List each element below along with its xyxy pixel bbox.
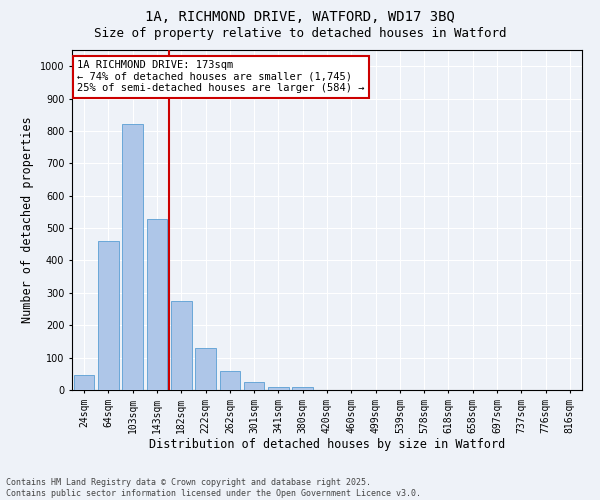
Text: Contains HM Land Registry data © Crown copyright and database right 2025.
Contai: Contains HM Land Registry data © Crown c… [6, 478, 421, 498]
Bar [244, 382, 265, 390]
Bar [268, 387, 289, 390]
Bar [122, 124, 143, 390]
Bar [195, 348, 216, 390]
Bar [171, 301, 191, 390]
Text: Size of property relative to detached houses in Watford: Size of property relative to detached ho… [94, 28, 506, 40]
Text: 1A, RICHMOND DRIVE, WATFORD, WD17 3BQ: 1A, RICHMOND DRIVE, WATFORD, WD17 3BQ [145, 10, 455, 24]
Text: 1A RICHMOND DRIVE: 173sqm
← 74% of detached houses are smaller (1,745)
25% of se: 1A RICHMOND DRIVE: 173sqm ← 74% of detac… [77, 60, 365, 94]
Bar [98, 241, 119, 390]
Bar [74, 375, 94, 390]
Bar [220, 370, 240, 390]
Bar [146, 220, 167, 390]
X-axis label: Distribution of detached houses by size in Watford: Distribution of detached houses by size … [149, 438, 505, 452]
Y-axis label: Number of detached properties: Number of detached properties [22, 116, 34, 324]
Bar [292, 387, 313, 390]
